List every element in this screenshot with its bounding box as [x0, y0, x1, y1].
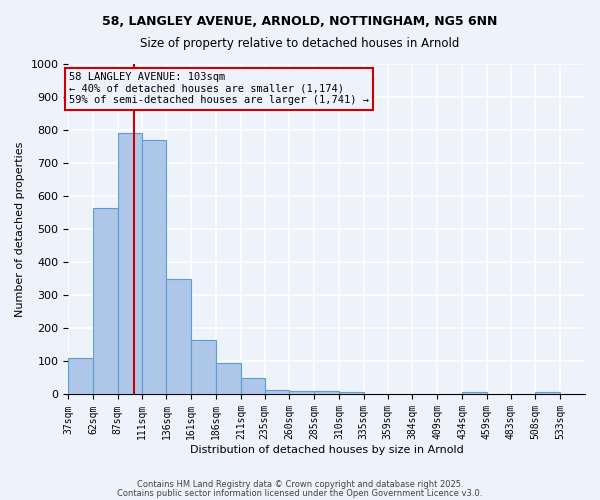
Bar: [535, 392, 560, 394]
Bar: [142, 140, 166, 394]
Bar: [462, 392, 487, 394]
Bar: [314, 391, 339, 394]
Text: Contains HM Land Registry data © Crown copyright and database right 2025.: Contains HM Land Registry data © Crown c…: [137, 480, 463, 489]
Bar: [93, 208, 118, 394]
Text: Contains public sector information licensed under the Open Government Licence v3: Contains public sector information licen…: [118, 488, 482, 498]
Bar: [166, 279, 191, 394]
X-axis label: Distribution of detached houses by size in Arnold: Distribution of detached houses by size …: [190, 445, 464, 455]
Bar: [68, 358, 93, 395]
Bar: [265, 390, 289, 394]
Text: 58 LANGLEY AVENUE: 103sqm
← 40% of detached houses are smaller (1,174)
59% of se: 58 LANGLEY AVENUE: 103sqm ← 40% of detac…: [69, 72, 369, 106]
Text: 58, LANGLEY AVENUE, ARNOLD, NOTTINGHAM, NG5 6NN: 58, LANGLEY AVENUE, ARNOLD, NOTTINGHAM, …: [103, 15, 497, 28]
Bar: [216, 363, 241, 394]
Text: Size of property relative to detached houses in Arnold: Size of property relative to detached ho…: [140, 38, 460, 51]
Bar: [241, 378, 265, 394]
Bar: [289, 391, 314, 394]
Bar: [191, 340, 216, 394]
Bar: [118, 134, 142, 394]
Y-axis label: Number of detached properties: Number of detached properties: [15, 142, 25, 317]
Bar: [339, 392, 364, 394]
